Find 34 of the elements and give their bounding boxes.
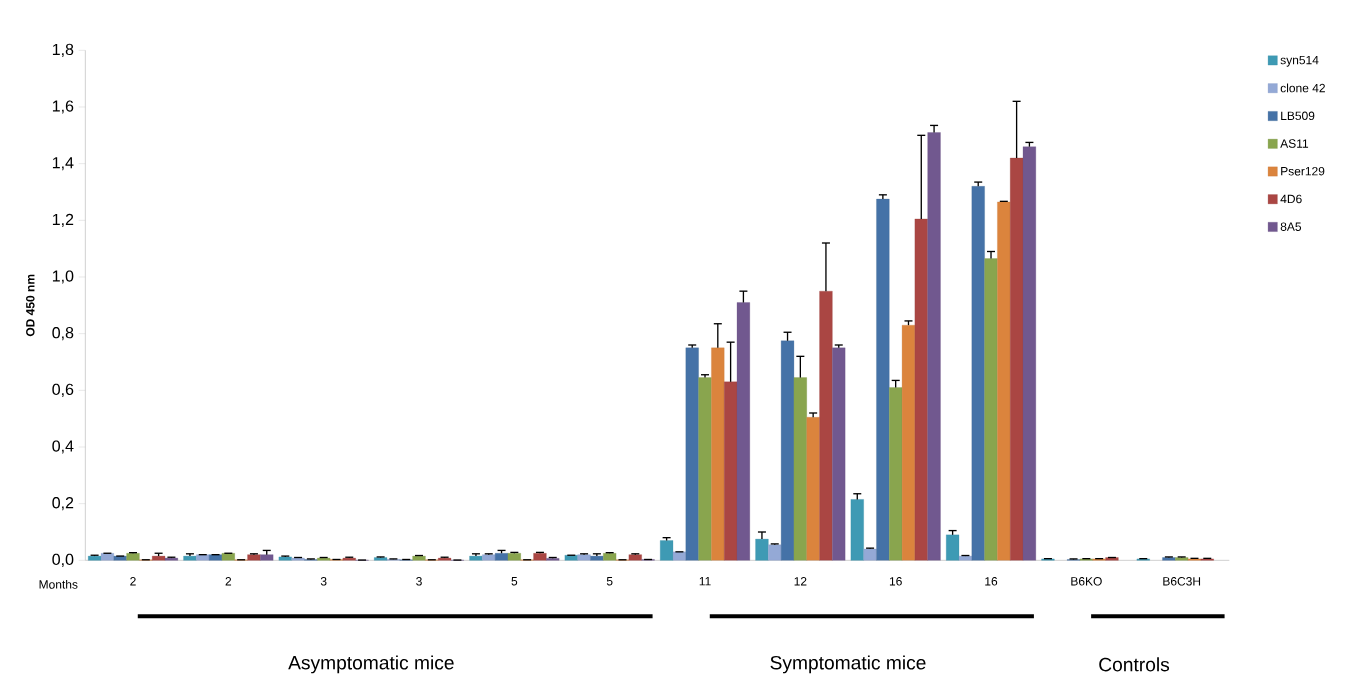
y-tick-label: 0,2 <box>52 497 74 511</box>
y-tick-label: 0,0 <box>52 553 74 567</box>
y-tick-label: 1,4 <box>52 157 74 171</box>
x-tick-label: B6C3H <box>1163 577 1201 586</box>
y-tick-label: 1,2 <box>52 213 74 227</box>
x-tick-label: 3 <box>416 577 422 586</box>
y-axis-title: OD 450 nm <box>26 274 35 337</box>
x-tick-label: 11 <box>699 577 711 586</box>
y-tick-label: 0,6 <box>52 383 74 397</box>
x-tick-label: 2 <box>225 577 232 586</box>
x-tick-label: 12 <box>794 577 807 586</box>
x-tick-label: 5 <box>606 577 613 586</box>
legend-label: syn514 <box>1280 55 1319 67</box>
legend-label: 8A5 <box>1280 222 1302 231</box>
text: Symptomatic mice <box>770 655 926 674</box>
y-tick-label: 0,4 <box>52 440 74 454</box>
y-tick-label: 1,6 <box>52 100 74 114</box>
text: Months <box>39 579 78 589</box>
x-tick-label: 16 <box>889 577 902 586</box>
y-tick-label: 0,8 <box>52 327 74 341</box>
y-tick-label: 1,8 <box>52 43 74 57</box>
legend-label: clone 42 <box>1280 83 1325 93</box>
text: Controls <box>1099 657 1170 672</box>
x-tick-label: 3 <box>320 577 327 586</box>
legend-label: AS11 <box>1280 139 1309 148</box>
x-tick-label: 5 <box>511 577 518 586</box>
y-tick-label: 1,0 <box>52 270 74 284</box>
legend-label: Pser129 <box>1281 166 1325 176</box>
legend-label: 4D6 <box>1280 194 1302 204</box>
x-tick-label: 2 <box>130 577 136 586</box>
x-tick-label: 16 <box>985 577 998 586</box>
legend-label: LB509 <box>1281 111 1315 121</box>
text: Asymptomatic mice <box>288 655 454 674</box>
x-tick-label: B6KO <box>1071 577 1102 586</box>
